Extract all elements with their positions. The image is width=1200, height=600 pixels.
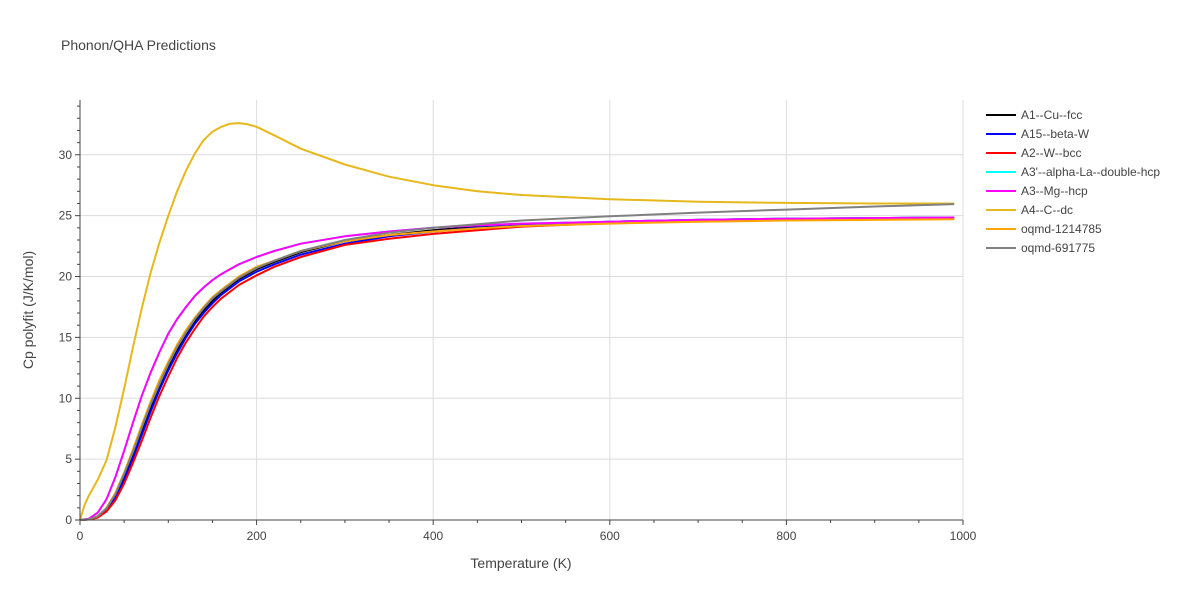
legend-label: A15--beta-W (1021, 127, 1090, 141)
y-tick-label: 15 (59, 330, 73, 344)
legend-item-0[interactable]: A1--Cu--fcc (986, 108, 1082, 122)
series-line-5 (79, 122, 955, 521)
series-line-4 (79, 216, 955, 521)
legend-item-6[interactable]: oqmd-1214785 (986, 222, 1102, 236)
legend-item-3[interactable]: A3'--alpha-La--double-hcp (986, 165, 1160, 179)
series-line-7 (79, 203, 955, 521)
legend-label: A1--Cu--fcc (1021, 108, 1082, 122)
series-group (79, 122, 955, 521)
axes (79, 100, 963, 521)
legend-item-2[interactable]: A2--W--bcc (986, 146, 1081, 160)
x-tick-label: 1000 (950, 529, 977, 543)
y-tick-label: 5 (65, 452, 72, 466)
y-axis-ticks: 0 5 10 15 20 25 30 (59, 105, 80, 527)
legend-label: oqmd-691775 (1021, 241, 1095, 255)
x-tick-label: 0 (77, 529, 84, 543)
series-line-3 (79, 216, 955, 521)
grid (80, 100, 964, 520)
y-tick-label: 10 (59, 391, 73, 405)
y-tick-label: 25 (59, 209, 73, 223)
y-tick-label: 20 (59, 270, 73, 284)
legend-label: A3'--alpha-La--double-hcp (1021, 165, 1160, 179)
legend[interactable]: A1--Cu--fcc A15--beta-W A2--W--bcc A3'--alp… (986, 108, 1160, 255)
x-axis-ticks: 0 200 400 600 800 1000 (77, 520, 977, 543)
series-line-2 (79, 217, 955, 521)
x-tick-label: 600 (600, 529, 620, 543)
x-tick-label: 800 (776, 529, 796, 543)
series-line-6 (79, 218, 955, 521)
x-axis-title: Temperature (K) (470, 555, 571, 571)
y-axis-title: Cp polyfit (J/K/mol) (20, 251, 36, 369)
legend-label: A4--C--dc (1021, 203, 1073, 217)
legend-item-1[interactable]: A15--beta-W (986, 127, 1090, 141)
y-tick-label: 30 (59, 148, 73, 162)
x-tick-label: 200 (247, 529, 267, 543)
legend-item-5[interactable]: A4--C--dc (986, 203, 1073, 217)
legend-item-7[interactable]: oqmd-691775 (986, 241, 1095, 255)
series-line-0 (79, 216, 955, 521)
x-tick-label: 400 (423, 529, 443, 543)
series-line-1 (79, 216, 955, 521)
legend-label: A2--W--bcc (1021, 146, 1081, 160)
legend-label: oqmd-1214785 (1021, 222, 1102, 236)
legend-item-4[interactable]: A3--Mg--hcp (986, 184, 1088, 198)
legend-label: A3--Mg--hcp (1021, 184, 1088, 198)
chart-title: Phonon/QHA Predictions (61, 37, 216, 53)
y-tick-label: 0 (65, 513, 72, 527)
